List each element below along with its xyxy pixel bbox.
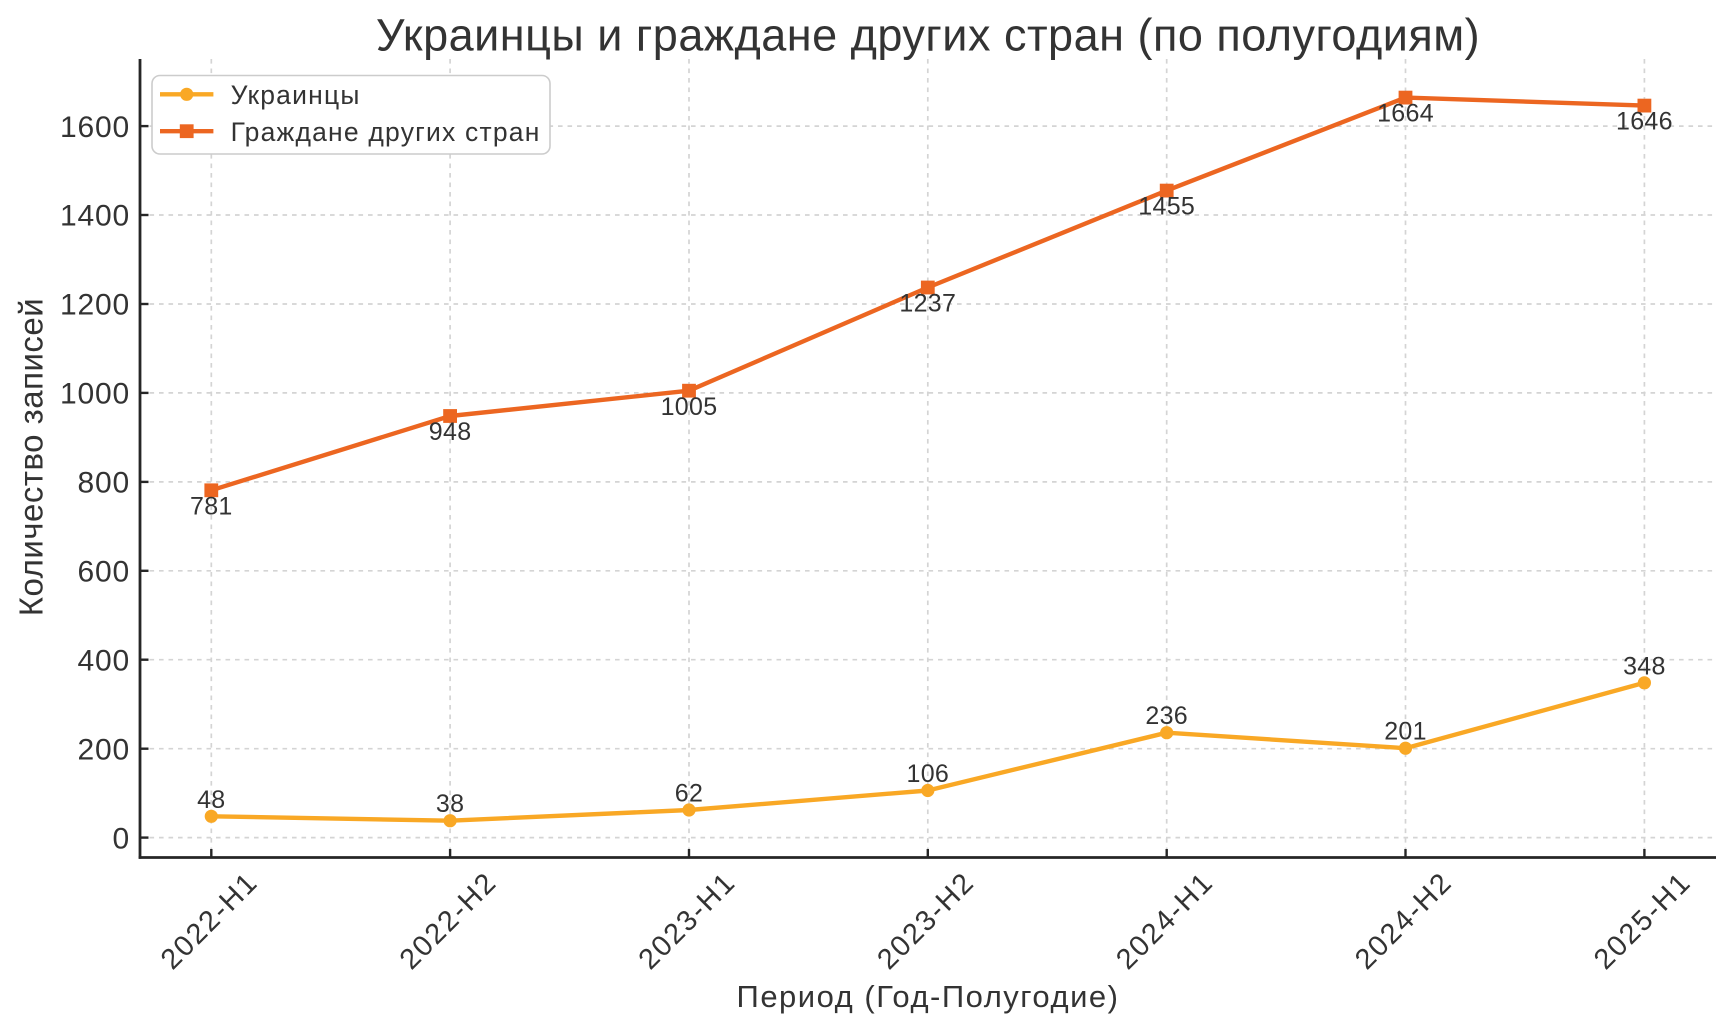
svg-text:201: 201 (1384, 718, 1427, 746)
svg-text:1646: 1646 (1616, 108, 1673, 136)
svg-text:781: 781 (190, 492, 233, 520)
svg-text:Украинцы и граждане других стр: Украинцы и граждане других стран (по пол… (376, 10, 1480, 61)
svg-text:1200: 1200 (60, 289, 130, 322)
svg-text:Период (Год-Полугодие): Период (Год-Полугодие) (737, 979, 1120, 1014)
svg-text:348: 348 (1623, 652, 1666, 680)
svg-text:0: 0 (113, 822, 131, 855)
svg-text:106: 106 (906, 760, 949, 788)
svg-text:1400: 1400 (60, 200, 130, 233)
svg-text:200: 200 (78, 733, 130, 766)
svg-text:1237: 1237 (899, 290, 956, 318)
svg-text:236: 236 (1145, 702, 1188, 730)
svg-text:1455: 1455 (1138, 193, 1195, 221)
svg-text:1600: 1600 (60, 111, 130, 144)
svg-text:600: 600 (78, 556, 130, 589)
svg-text:1664: 1664 (1377, 100, 1434, 128)
svg-text:800: 800 (78, 467, 130, 500)
svg-text:400: 400 (78, 644, 130, 677)
svg-text:948: 948 (429, 418, 472, 446)
svg-text:1005: 1005 (661, 393, 718, 421)
svg-text:48: 48 (197, 786, 225, 814)
svg-text:62: 62 (675, 780, 703, 808)
svg-text:1000: 1000 (60, 378, 130, 411)
svg-text:Количество записей: Количество записей (13, 298, 50, 616)
svg-text:Украинцы: Украинцы (231, 80, 361, 110)
svg-text:Граждане других стран: Граждане других стран (231, 117, 541, 147)
svg-text:38: 38 (436, 790, 464, 818)
